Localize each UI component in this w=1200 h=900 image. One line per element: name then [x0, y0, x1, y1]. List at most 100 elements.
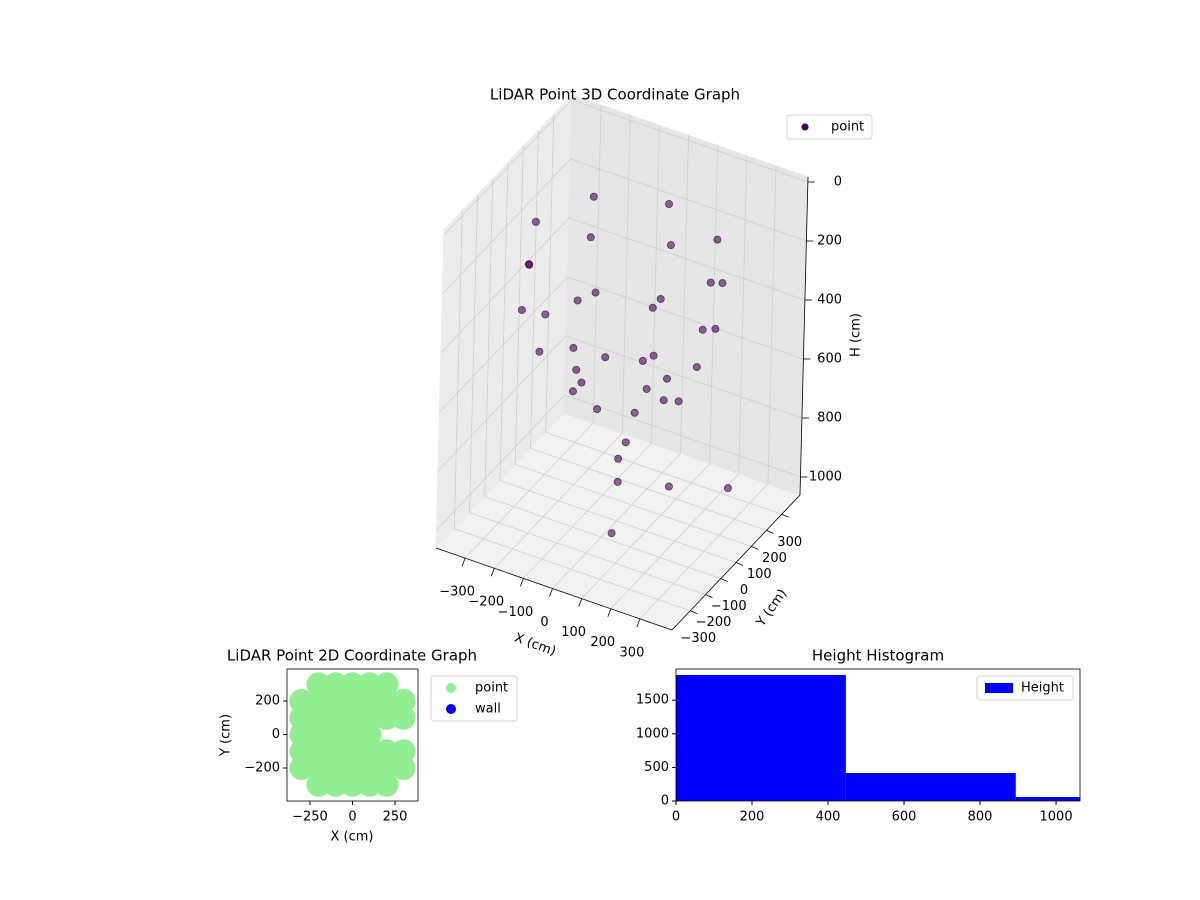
x-tick-label: 800 [968, 810, 993, 825]
point [593, 405, 602, 414]
legend-label: Height [1021, 681, 1064, 696]
point [289, 688, 314, 713]
grid-line [709, 145, 719, 464]
grid-line [545, 114, 555, 433]
point [323, 772, 348, 797]
point [642, 384, 651, 393]
y-tick-label: 0 [661, 794, 669, 809]
x-tick-label: 0 [540, 615, 548, 630]
point [541, 310, 550, 319]
y-tick [705, 594, 713, 599]
x-tick-label: 0 [672, 810, 680, 825]
chart-title: LiDAR Point 2D Coordinate Graph [227, 647, 477, 665]
x-tick [636, 618, 641, 628]
y-tick-label: −300 [680, 631, 716, 646]
x-tick-label: 300 [620, 645, 645, 660]
point [340, 772, 365, 797]
point [601, 353, 610, 362]
chart-title: Height Histogram [812, 647, 944, 665]
grid-line [738, 155, 748, 474]
legend-label: point [831, 120, 864, 135]
point [589, 192, 598, 201]
y-tick-label: 200 [762, 551, 787, 566]
y-tick [690, 610, 698, 615]
point [340, 672, 365, 697]
y-tick [766, 529, 774, 534]
x-axis-label: X (cm) [331, 830, 374, 845]
z-tick-label: 600 [817, 352, 842, 367]
grid-line [565, 335, 803, 419]
point [289, 722, 314, 747]
point [374, 705, 399, 730]
point [357, 756, 382, 780]
y-tick-label: 500 [644, 760, 669, 775]
grid-line [436, 394, 565, 531]
point [323, 705, 348, 730]
z-axis-label: H (cm) [849, 313, 864, 357]
point [568, 387, 577, 396]
grid-line [484, 178, 494, 497]
point [340, 739, 365, 764]
point [665, 200, 674, 209]
grid-line [530, 130, 539, 449]
x-tick-label: 400 [816, 810, 841, 825]
point [698, 325, 707, 334]
y-tick-label: −200 [244, 761, 280, 776]
legend-marker [446, 683, 456, 693]
y-axis [671, 494, 801, 631]
x-tick-label: 200 [740, 810, 765, 825]
y-tick-label: 0 [272, 727, 280, 742]
grid-line [564, 394, 801, 478]
y-tick-label: 300 [777, 535, 802, 550]
grid-line [499, 162, 509, 481]
point [663, 374, 672, 383]
grid-line [514, 146, 524, 465]
point [607, 529, 616, 538]
point [374, 672, 399, 697]
point [692, 363, 701, 372]
x-tick [549, 588, 553, 597]
point [656, 294, 665, 303]
x-tick-label: 600 [892, 810, 917, 825]
plot-area [289, 672, 416, 797]
point [289, 705, 314, 730]
grid-line [439, 276, 568, 413]
legend-label: wall [475, 702, 501, 717]
grid-line [469, 194, 478, 513]
point [357, 688, 382, 713]
point [289, 756, 314, 780]
grid-line [515, 464, 752, 547]
legend-marker [446, 704, 456, 714]
legend-box [976, 675, 1074, 701]
point [306, 772, 331, 797]
point [357, 672, 382, 697]
chart-title: LiDAR Point 3D Coordinate Graph [490, 86, 740, 104]
grid-line [437, 335, 567, 472]
x-axis [435, 547, 673, 631]
grid-line [530, 447, 767, 531]
grid-line [453, 210, 463, 529]
point [374, 739, 399, 764]
z-tick-label: 400 [817, 293, 842, 308]
point [713, 235, 722, 244]
point [569, 343, 578, 352]
point [323, 688, 348, 713]
point [323, 756, 348, 780]
point [577, 378, 586, 387]
point [391, 739, 416, 764]
point [306, 756, 331, 780]
point [323, 739, 348, 764]
x-tick-label: −200 [468, 595, 504, 610]
point [391, 705, 416, 730]
axes-frame [675, 668, 1081, 802]
point [674, 397, 683, 406]
point [706, 278, 715, 287]
y-tick-label: 100 [747, 567, 772, 582]
legend-label: point [475, 681, 508, 696]
x-tick-label: −100 [498, 605, 534, 620]
point [638, 356, 647, 365]
point [531, 217, 540, 226]
y-tick [720, 578, 728, 582]
point [391, 688, 416, 713]
legend-marker [801, 123, 809, 131]
